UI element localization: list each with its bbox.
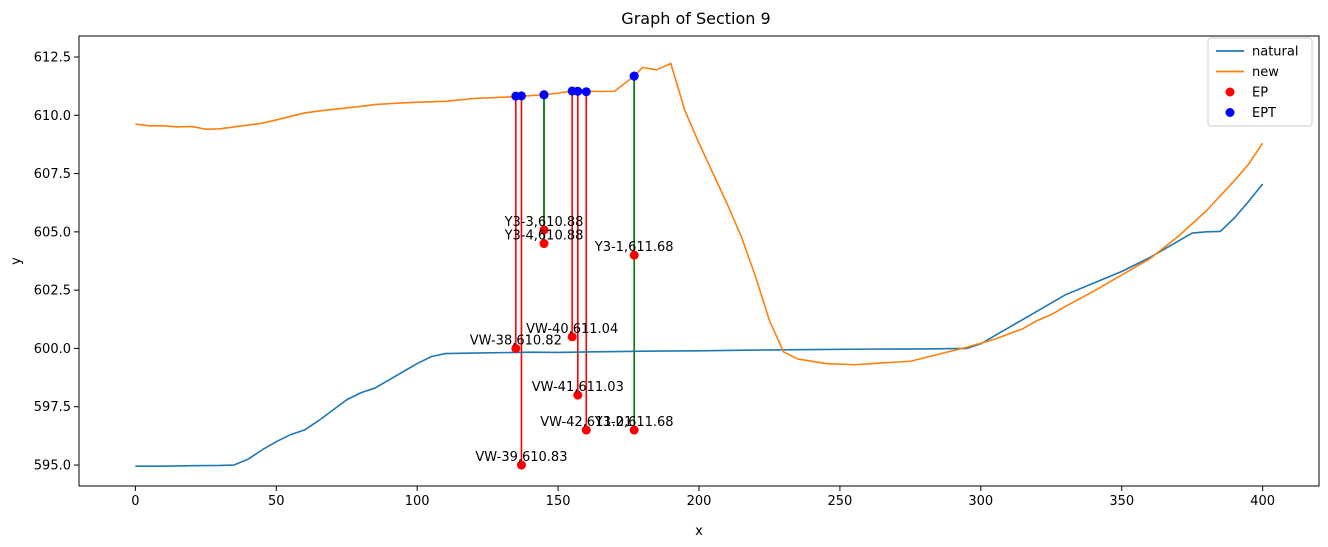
ep-annotation-1: VW-39,610.83 [475,450,567,465]
ep-annotation-2: Y3-3,610.88 [504,215,584,230]
x-tick-label-2: 100 [405,494,430,509]
x-tick-label-6: 300 [968,494,993,509]
x-tick-label-0: 0 [131,494,139,509]
legend-label-new: new [1252,65,1279,80]
ep-point-3 [539,239,549,249]
ept-point-5 [573,86,583,96]
annotation-layer: VW-38,610.82 VW-39,610.83 Y3-3,610.88Y3-4,… [470,215,674,465]
ep-annotation-3: Y3-4,610.88 [504,229,584,244]
chart-title: Graph of Section 9 [621,9,770,28]
ep-point-7 [629,250,639,260]
ep-point-6 [581,425,591,435]
ep-annotation-4: VW-40,611.04 [526,322,618,337]
ept-point-6 [581,87,591,97]
ep-annotation-6: VW-42,611.01 [540,415,632,430]
y-tick-label-4: 605.0 [34,225,71,240]
y-tick-label-5: 607.5 [34,167,71,182]
ept-point-3 [539,90,549,100]
legend-swatch-EP [1225,87,1235,97]
x-tick-label-5: 250 [827,494,852,509]
x-tick-label-4: 200 [687,494,712,509]
x-tick-label-1: 50 [268,494,285,509]
ept-point-8 [629,71,639,81]
y-tick-label-1: 597.5 [34,400,71,415]
y-axis-label: y [9,257,24,265]
legend-box [1207,37,1313,127]
connector-layer [515,76,635,466]
y-tick-label-3: 602.5 [34,284,71,299]
ep-point-2 [539,225,549,235]
axes-layer: 0 50 100 150 200 250 300 350 400 595.0 597.5 600.0 6… [34,35,1320,509]
y-tick-label-0: 595.0 [34,459,71,474]
plot-area [79,36,1319,486]
legend-swatch-EPT [1225,108,1235,117]
legend-label-EP: EP [1252,86,1268,101]
y-tick-label-6: 610.0 [34,109,71,124]
ep-point-8 [629,425,639,435]
legend-label-natural: natural [1252,45,1298,60]
plot-layer [79,36,1319,486]
series-line-new [135,62,1264,366]
x-tick-label-3: 150 [546,494,571,509]
ep-point-5 [573,390,583,400]
x-tick-label-7: 350 [1109,494,1134,509]
y-tick-label-2: 600.0 [34,342,71,357]
ep-point-4 [567,332,577,342]
y-tick-label-7: 612.5 [34,50,71,65]
ep-point-1 [516,460,526,470]
ept-point-1 [516,91,526,101]
legend-label-EPT: EPT [1252,106,1276,121]
ep-annotation-7: Y3-1,611.68 [594,240,674,255]
ep-annotation-5: VW-41,611.03 [532,380,624,395]
point-layer [511,71,639,470]
ep-annotation-0: VW-38,610.82 [470,333,562,348]
series-layer [135,62,1264,467]
x-axis-label: x [695,524,703,539]
series-line-natural [135,183,1264,467]
x-tick-label-8: 400 [1250,494,1275,509]
ep-point-0 [511,343,521,353]
ep-annotation-8: Y3-2,611.68 [594,415,674,430]
legend: natural new EP EPT [1207,37,1313,127]
